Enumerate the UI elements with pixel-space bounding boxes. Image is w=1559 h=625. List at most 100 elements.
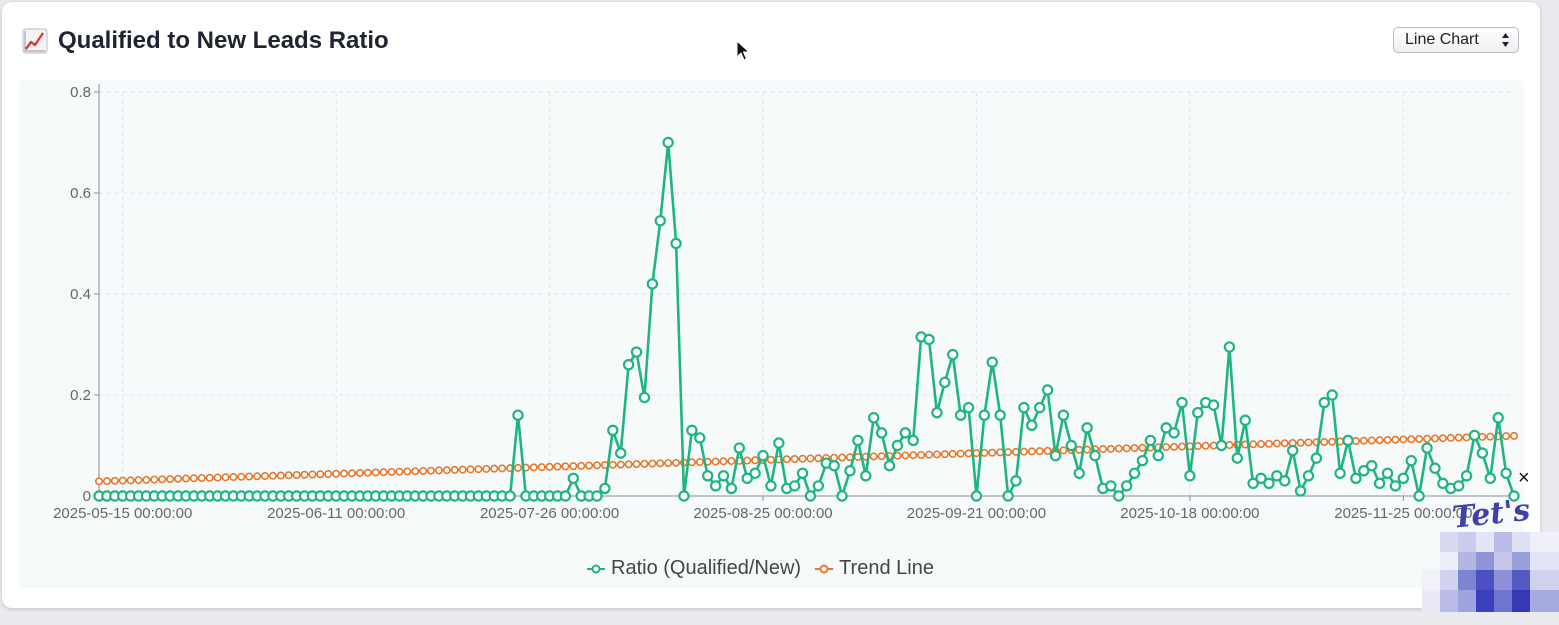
trend-point [1391, 435, 1400, 444]
trend-point [932, 450, 941, 459]
ratio-point [1302, 470, 1315, 482]
select-arrows-icon [1502, 33, 1509, 47]
trend-point [1510, 431, 1519, 440]
trend-point [1122, 444, 1131, 453]
legend-item-ratio[interactable]: Ratio (Qualified/New) [587, 557, 801, 580]
trend-point [972, 449, 981, 458]
trend-point [1296, 438, 1305, 447]
ratio-point [694, 432, 706, 444]
ratio-point [773, 437, 785, 449]
trend-point [1446, 433, 1455, 442]
y-tick-label: 0.4 [70, 286, 91, 303]
trend-point [1249, 440, 1258, 449]
trend-point [308, 470, 317, 479]
trend-point [379, 468, 388, 477]
ratio-point [1207, 399, 1220, 411]
legend-item-trend[interactable]: Trend Line [815, 557, 934, 580]
trend-point [1162, 443, 1171, 452]
trend-point [158, 475, 167, 484]
trend-point [411, 467, 420, 476]
chart-card: Qualified to New Leads Ratio Line Chart … [2, 2, 1540, 608]
ratio-point [1002, 490, 1014, 502]
trend-point [142, 475, 151, 484]
legend-trend-marker [815, 564, 834, 573]
trend-point [1438, 434, 1447, 443]
trend-point [1130, 444, 1139, 453]
ratio-point [899, 427, 912, 439]
ratio-point [1192, 406, 1204, 419]
ratio-point [1508, 490, 1520, 502]
trend-point [237, 472, 246, 481]
ratio-point [686, 424, 698, 437]
ratio-point [1065, 439, 1078, 452]
trend-point [403, 467, 412, 476]
trend-point [276, 471, 285, 480]
ratio-point [504, 490, 516, 502]
ratio-point [559, 490, 572, 502]
trend-point [434, 466, 443, 475]
trend-point [268, 471, 277, 480]
ratio-point [1429, 462, 1441, 474]
ratio-point [1026, 419, 1038, 431]
ratio-point [1413, 490, 1425, 502]
trend-point [1375, 436, 1384, 445]
trend-point [798, 454, 807, 463]
trend-point [711, 457, 720, 466]
trend-point [1264, 439, 1273, 448]
ratio-point [828, 460, 840, 472]
trend-point [95, 477, 104, 486]
trend-point [498, 464, 507, 473]
ratio-point [622, 359, 635, 371]
trend-point [134, 476, 143, 485]
trend-point [221, 473, 230, 482]
trend-point [292, 471, 301, 480]
ratio-point [812, 480, 825, 492]
x-tick-label: 2025-08-25 00:00:00 [693, 505, 832, 522]
x-tick-label: 2025-09-21 00:00:00 [907, 505, 1046, 522]
trend-point [1177, 442, 1186, 451]
ratio-point [1128, 467, 1141, 479]
svg-text:Tet's: Tet's [1451, 493, 1532, 532]
trend-point [782, 455, 791, 464]
trend-point [229, 473, 238, 482]
trend-point [743, 456, 752, 465]
trend-point [419, 466, 428, 475]
ratio-point [954, 409, 967, 421]
trend-point [909, 451, 918, 460]
title-row: Qualified to New Leads Ratio [22, 26, 389, 56]
y-tick-label: 0 [83, 488, 91, 505]
trend-point [1257, 440, 1266, 449]
page-title: Qualified to New Leads Ratio [58, 27, 389, 54]
close-icon[interactable]: × [1518, 467, 1530, 489]
trend-point [1027, 447, 1036, 456]
trend-point [118, 476, 127, 485]
ratio-point [1105, 480, 1117, 492]
trend-point [814, 454, 823, 463]
trend-point [672, 458, 681, 467]
ratio-point [1476, 447, 1489, 459]
trend-point [1280, 439, 1289, 448]
ratio-point [646, 278, 659, 290]
trend-point [838, 453, 847, 462]
chart-type-select[interactable]: Line Chart [1393, 27, 1519, 53]
chart-increasing-icon [22, 28, 48, 54]
trend-point [569, 462, 578, 471]
ratio-point [749, 467, 761, 479]
trend-point [1415, 434, 1424, 443]
trend-point [387, 467, 396, 476]
ratio-point [630, 346, 643, 358]
trend-point [1098, 445, 1107, 454]
ratio-point [1136, 454, 1149, 467]
trend-point [553, 462, 562, 471]
trend-point [561, 462, 570, 471]
chart-type-select-value: Line Chart [1405, 31, 1479, 48]
chart-legend: Ratio (Qualified/New) Trend Line [587, 557, 948, 580]
ratio-point [1263, 477, 1275, 490]
ratio-point [907, 434, 919, 447]
trend-point [355, 468, 364, 477]
trend-point [300, 470, 309, 479]
ratio-point [1294, 485, 1307, 497]
trend-point [450, 465, 459, 474]
ratio-point [1421, 442, 1433, 454]
trend-point [1059, 446, 1068, 455]
